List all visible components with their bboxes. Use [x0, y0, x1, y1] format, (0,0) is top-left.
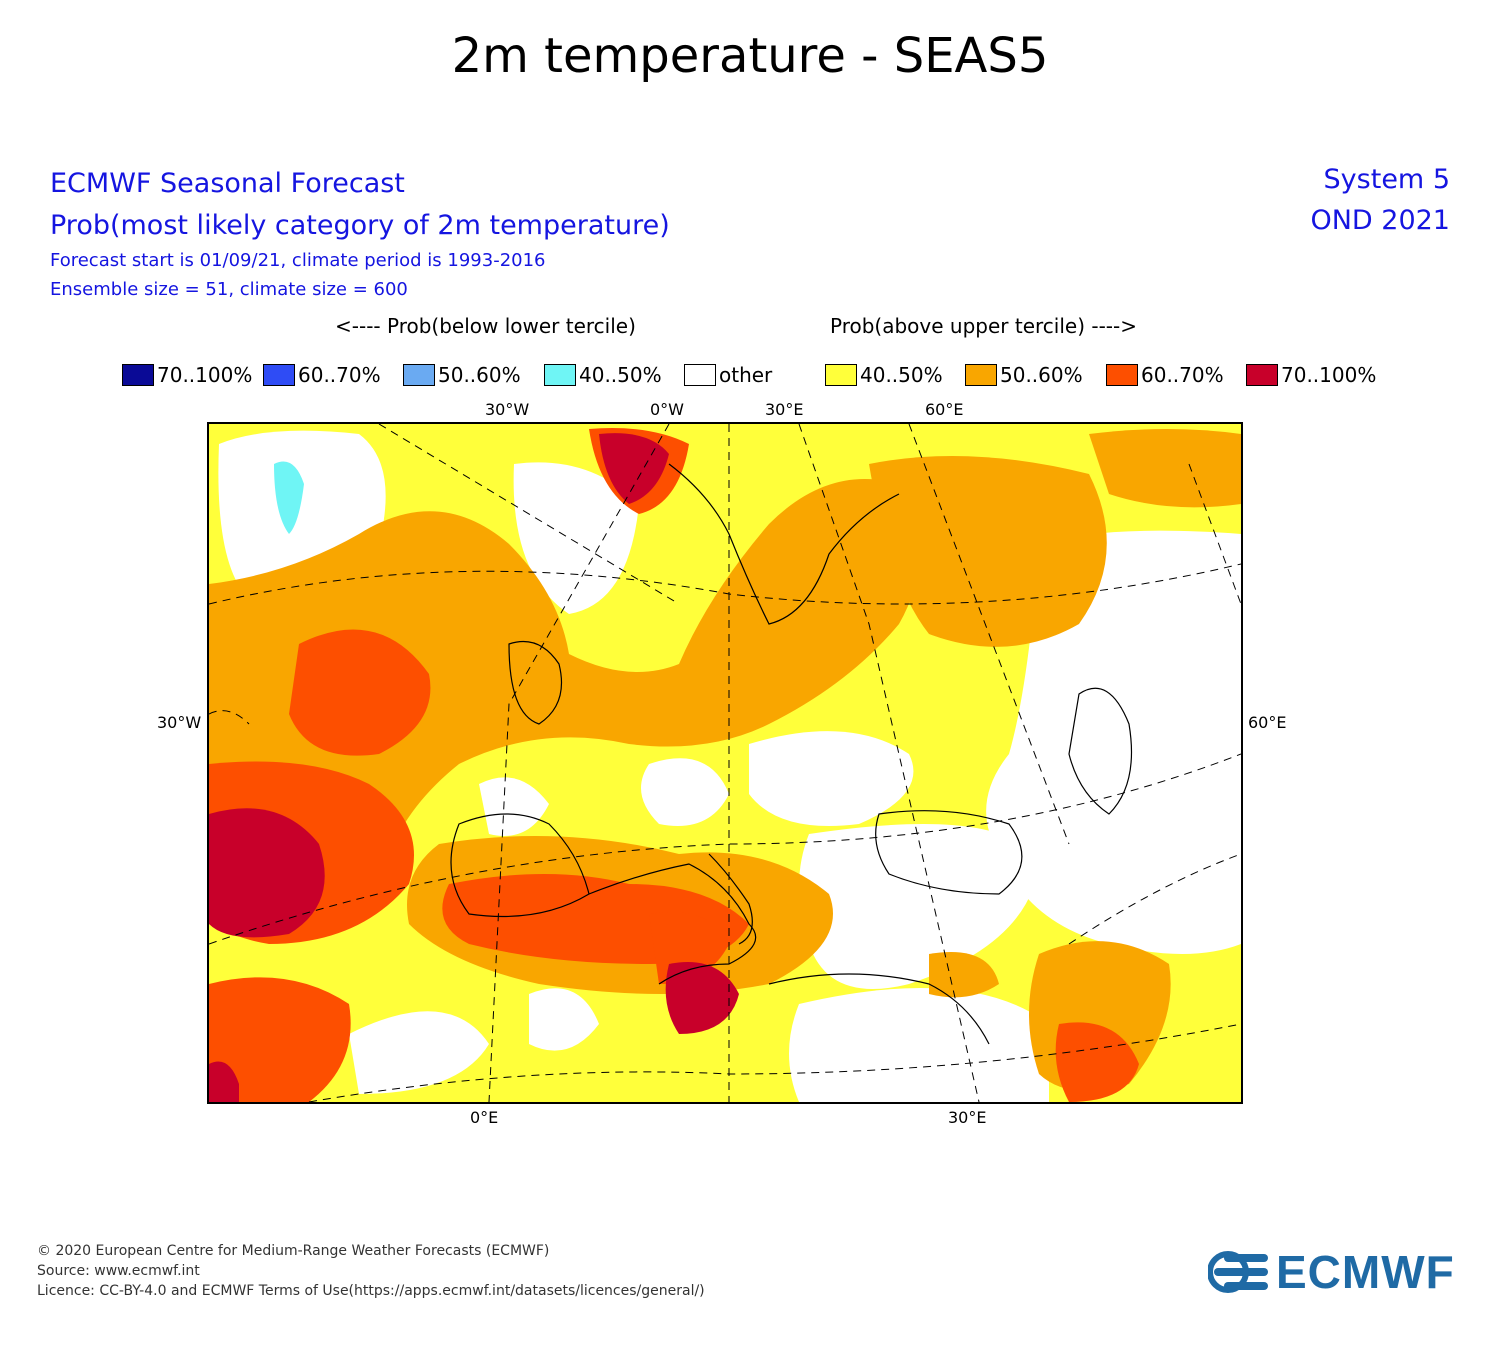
region-above-60-70-west-africa	[209, 977, 351, 1102]
legend-below-label: <---- Prob(below lower tercile)	[335, 314, 636, 338]
region-below-40-50-greenland	[274, 461, 304, 534]
region-above-70-100-norway-coast	[599, 433, 669, 504]
legend-item-above-40-50: 40..50%	[825, 363, 943, 387]
chart-title: 2m temperature - SEAS5	[451, 28, 1049, 84]
region-other-balkans-blacksea	[799, 824, 1039, 989]
region-above-70-100-corner	[209, 1061, 239, 1102]
probability-map	[207, 422, 1243, 1104]
coastlines	[450, 463, 1133, 1045]
legend-item-label: 60..70%	[1141, 363, 1224, 387]
region-other-norwegian-sea	[513, 462, 639, 614]
region-above-60-70-mid-atlantic	[289, 629, 431, 756]
legend-swatch	[1106, 364, 1138, 386]
coastline-caspian-sea	[1068, 687, 1133, 815]
region-above-60-70-arabia	[1055, 1022, 1139, 1102]
coastline-iberia	[450, 813, 590, 918]
legend-item-below-70-100: 70..100%	[122, 363, 252, 387]
ecmwf-logo-icon	[1208, 1251, 1268, 1293]
legend-swatch	[825, 364, 857, 386]
region-above-70-100-libya	[665, 962, 739, 1034]
legend-swatch	[403, 364, 435, 386]
lon-label-60e-top: 60°E	[925, 400, 964, 419]
region-other-sahara-mid	[529, 988, 599, 1051]
graticule-parallel	[209, 753, 1241, 945]
legend-swatch	[965, 364, 997, 386]
lon-label-30e-top: 30°E	[765, 400, 804, 419]
graticule-parallel	[209, 563, 1241, 605]
legend-item-label: 70..100%	[157, 363, 253, 387]
legend-item-below-40-50: 40..50%	[544, 363, 662, 387]
lon-label-0w-top: 0°W	[650, 400, 684, 419]
legend-item-above-60-70: 60..70%	[1106, 363, 1224, 387]
header-ensemble-size: Ensemble size = 51, climate size = 600	[50, 279, 408, 300]
region-above-50-60-barents	[869, 456, 1107, 647]
regions-above-70-100	[209, 433, 739, 1102]
header-period: OND 2021	[1310, 205, 1450, 236]
footer-licence: Licence: CC-BY-4.0 and ECMWF Terms of Us…	[37, 1283, 705, 1299]
region-other-france	[641, 758, 729, 826]
legend-swatch	[544, 364, 576, 386]
legend-above-label: Prob(above upper tercile) ---->	[830, 314, 1137, 338]
graticule-meridian	[378, 424, 680, 605]
region-above-70-100-atlantic	[209, 808, 325, 938]
region-other-central-europe	[749, 731, 914, 826]
coastline-scandinavia	[668, 463, 900, 625]
footer-copyright: © 2020 European Centre for Medium-Range …	[37, 1243, 550, 1259]
coastline-north-africa	[588, 863, 757, 985]
graticule-parallel	[1068, 853, 1241, 945]
graticule-parallel	[308, 1023, 1241, 1102]
header-forecast-start: Forecast start is 01/09/21, climate peri…	[50, 250, 546, 271]
legend-item-label: 50..60%	[438, 363, 521, 387]
region-above-50-60-kara	[1089, 429, 1241, 508]
coastline-black-sea	[875, 810, 1023, 895]
legend-item-above-50-60: 50..60%	[965, 363, 1083, 387]
legend-swatch	[1246, 364, 1278, 386]
lon-label-30w-top: 30°W	[485, 400, 530, 419]
region-above-50-60-levant	[929, 952, 999, 998]
graticule	[209, 424, 1241, 1102]
graticule-meridian	[908, 424, 1070, 845]
lon-label-30e-bottom: 30°E	[948, 1108, 987, 1127]
ecmwf-logo: ECMWF	[1208, 1245, 1455, 1299]
legend-item-label: 40..50%	[579, 363, 662, 387]
region-other-iberia-coast	[479, 777, 549, 836]
graticule-parallel	[209, 710, 250, 725]
coastline-british-isles	[508, 640, 563, 725]
legend-item-label: 50..60%	[1000, 363, 1083, 387]
ecmwf-logo-text: ECMWF	[1276, 1246, 1455, 1298]
coastline-libya-egypt	[768, 973, 990, 1045]
legend-item-label: 70..100%	[1281, 363, 1377, 387]
lat-label-left: 30°W	[157, 713, 202, 732]
legend-swatch	[684, 364, 716, 386]
legend-swatch	[122, 364, 154, 386]
region-other-sahara-west	[349, 1011, 489, 1094]
legend-item-label: 60..70%	[298, 363, 381, 387]
legend-item-label: 40..50%	[860, 363, 943, 387]
graticule-meridian	[488, 424, 670, 1102]
header-system: System 5	[1323, 164, 1450, 195]
legend-item-below-50-60: 50..60%	[403, 363, 521, 387]
lon-label-0e-bottom: 0°E	[470, 1108, 499, 1127]
lat-label-right: 60°E	[1248, 713, 1287, 732]
header-source: ECMWF Seasonal Forecast	[50, 168, 405, 199]
legend-item-label: other	[719, 363, 773, 387]
graticule-meridian	[1188, 463, 1241, 605]
legend-item-below-60-70: 60..70%	[263, 363, 381, 387]
region-other-egypt	[789, 988, 1049, 1102]
header-variable: Prob(most likely category of 2m temperat…	[50, 210, 670, 241]
legend-swatch	[263, 364, 295, 386]
map-svg	[209, 424, 1241, 1102]
legend-item-above-70-100: 70..100%	[1246, 363, 1376, 387]
coastline-italy	[708, 853, 753, 945]
legend-item-other: other	[684, 363, 772, 387]
graticule-meridian	[798, 424, 980, 1102]
footer-source: Source: www.ecmwf.int	[37, 1263, 200, 1279]
